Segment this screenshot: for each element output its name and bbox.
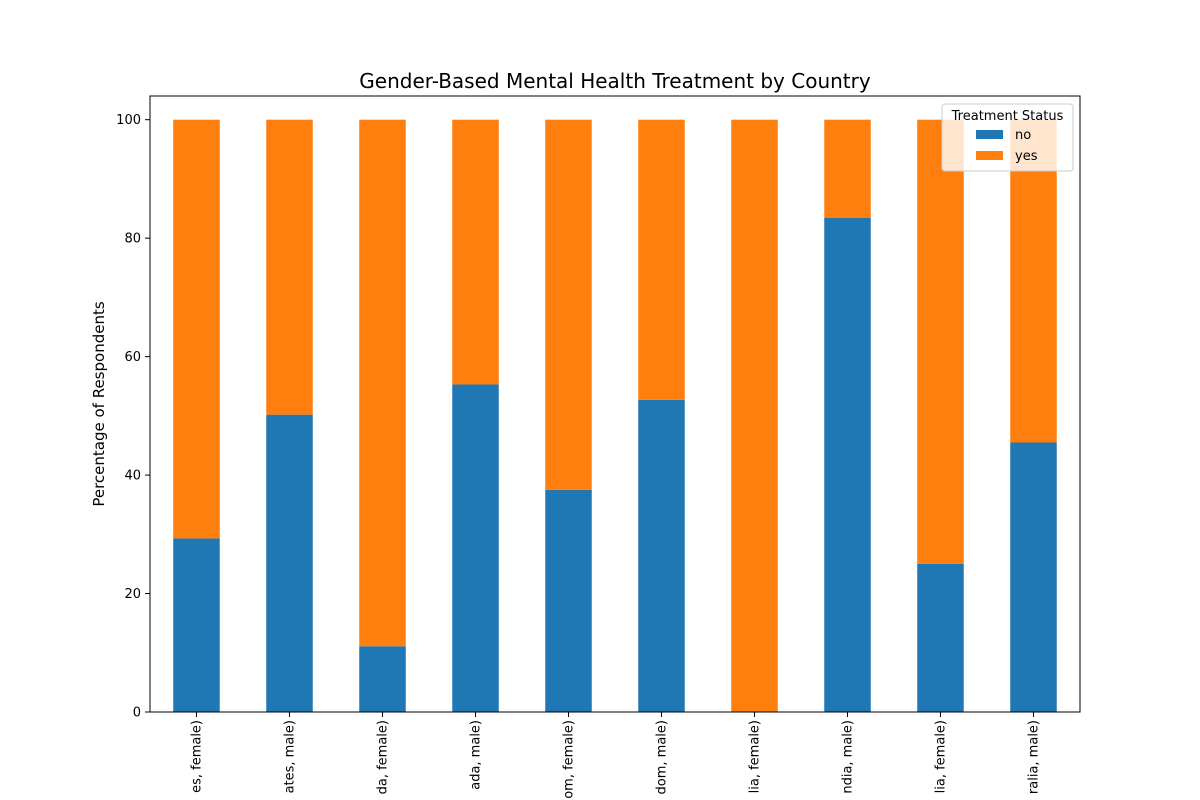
y-tick-label: 40 [124, 469, 141, 484]
legend-swatch-yes [976, 151, 1003, 160]
x-tick-label: lia, female) [934, 720, 949, 793]
bar-no-5 [638, 399, 685, 712]
y-axis: 0 20 40 60 80 100 [116, 113, 150, 721]
y-tick-label: 80 [124, 232, 141, 247]
x-tick-label: ndia, male) [841, 720, 856, 794]
x-tick-label: ralia, male) [1027, 720, 1042, 794]
x-tick-label: es, female) [190, 720, 205, 793]
legend-swatch-no [976, 130, 1003, 139]
x-axis: es, female) ates, male) da, female) ada, ma… [190, 712, 1042, 799]
legend-title: Treatment Status [951, 109, 1064, 124]
bar-no-4 [545, 489, 592, 712]
x-tick-label: lia, female) [748, 720, 763, 793]
bar-yes-9 [1010, 119, 1057, 443]
bars-group [173, 119, 1057, 712]
legend-box [941, 103, 1074, 172]
bar-no-7 [824, 218, 871, 712]
y-tick-label: 20 [124, 587, 141, 602]
bar-no-8 [917, 563, 964, 712]
x-tick-label: ates, male) [283, 720, 298, 793]
bar-yes-8 [917, 119, 964, 564]
bar-no-0 [173, 538, 220, 712]
chart-title: Gender-Based Mental Health Treatment by … [359, 69, 871, 93]
bar-yes-0 [173, 119, 220, 539]
legend: Treatment Status no yes [941, 103, 1074, 172]
legend-label-yes: yes [1015, 149, 1038, 164]
x-tick-label: om, female) [562, 720, 577, 799]
bar-yes-7 [824, 119, 871, 219]
bar-yes-1 [266, 119, 313, 415]
bar-yes-4 [545, 119, 592, 490]
bar-no-3 [452, 384, 499, 712]
bar-yes-3 [452, 119, 499, 385]
bar-yes-6 [731, 119, 778, 712]
bar-yes-2 [359, 119, 406, 647]
x-tick-label: da, female) [376, 720, 391, 794]
y-tick-label: 0 [133, 706, 141, 721]
bar-yes-5 [638, 119, 685, 400]
bar-no-2 [359, 646, 406, 712]
y-tick-label: 100 [116, 113, 141, 128]
x-tick-label: ada, male) [469, 720, 484, 790]
bar-no-9 [1010, 442, 1057, 712]
plot-frame [149, 95, 1081, 713]
y-tick-label: 60 [124, 350, 141, 365]
bar-no-1 [266, 414, 313, 712]
legend-label-no: no [1015, 128, 1031, 143]
y-axis-label: Percentage of Respondents [90, 301, 108, 507]
x-tick-label: dom, male) [655, 720, 670, 794]
